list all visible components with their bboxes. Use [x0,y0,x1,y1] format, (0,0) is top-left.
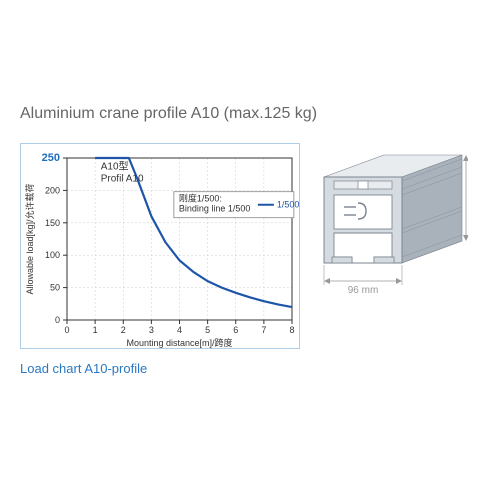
profile-block: 105 mm96 mm [318,149,468,349]
svg-text:150: 150 [45,218,60,228]
svg-text:1: 1 [93,325,98,335]
svg-text:200: 200 [45,185,60,195]
svg-text:Binding line 1/500: Binding line 1/500 [179,204,251,214]
chart-caption: Load chart A10-profile [20,361,300,376]
profile-cross-section: 105 mm96 mm [318,149,468,344]
svg-text:0: 0 [55,315,60,325]
page-title: Aluminium crane profile A10 (max.125 kg) [20,105,490,123]
svg-text:3: 3 [149,325,154,335]
svg-text:5: 5 [205,325,210,335]
chart-block: 0 1 2 3 4 5 6 7 8 0 50 100 150 200 250 Mounting distanc… [20,143,300,376]
svg-text:Mounting distance[m]/跨度: Mounting distance[m]/跨度 [126,337,232,348]
svg-text:刚度1/500:: 刚度1/500: [179,193,222,204]
svg-text:6: 6 [233,325,238,335]
svg-text:Allowable load[kg]/允许载荷: Allowable load[kg]/允许载荷 [24,183,35,294]
svg-text:50: 50 [50,283,60,293]
svg-text:7: 7 [261,325,266,335]
load-chart: 0 1 2 3 4 5 6 7 8 0 50 100 150 200 250 Mounting distanc… [20,143,300,349]
svg-text:0: 0 [64,325,69,335]
svg-text:2: 2 [121,325,126,335]
svg-text:100: 100 [45,250,60,260]
svg-text:4: 4 [177,325,182,335]
svg-text:96 mm: 96 mm [348,285,379,296]
svg-text:8: 8 [289,325,294,335]
content-row: 0 1 2 3 4 5 6 7 8 0 50 100 150 200 250 Mounting distanc… [20,143,490,376]
svg-text:Profil A10: Profil A10 [101,174,144,185]
svg-text:A10型: A10型 [101,160,129,173]
svg-text:1/500: 1/500 [277,200,300,210]
svg-text:250: 250 [42,152,60,164]
